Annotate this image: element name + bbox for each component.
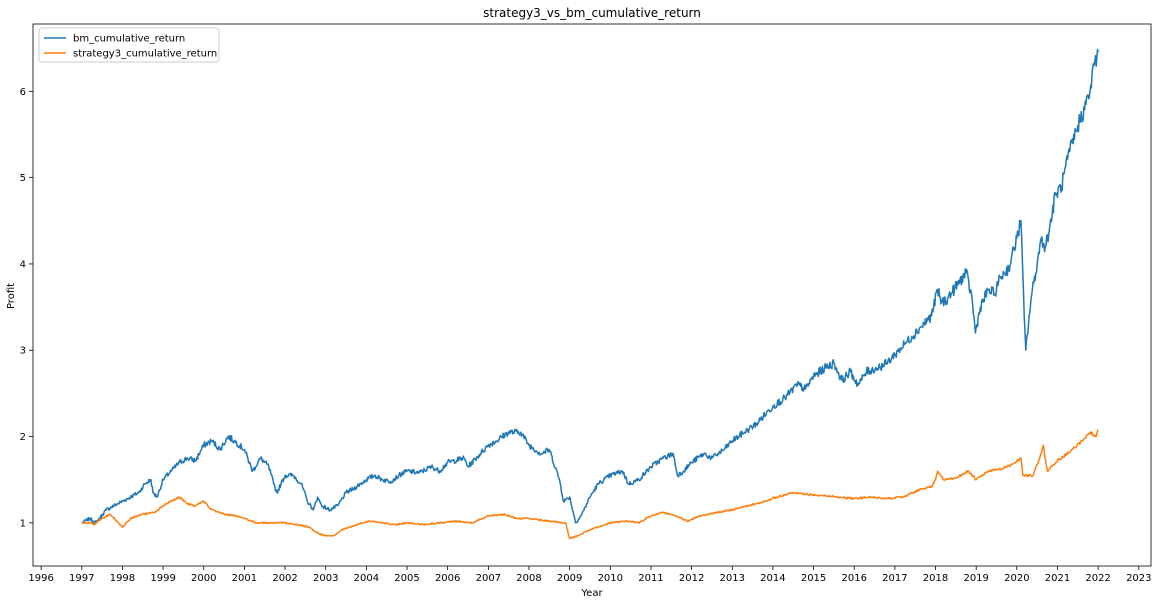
x-tick-label: 2014 (760, 573, 785, 584)
series-line-strategy3_cumulative_return (81, 429, 1099, 540)
y-tick-label: 1 (20, 518, 26, 529)
x-tick-label: 2016 (841, 573, 866, 584)
y-tick-label: 5 (20, 173, 26, 184)
x-tick-label: 2023 (1126, 573, 1151, 584)
legend-label: bm_cumulative_return (73, 34, 185, 45)
x-tick-label: 2020 (1004, 573, 1029, 584)
x-axis-label: Year (580, 588, 603, 599)
x-tick-label: 2019 (963, 573, 988, 584)
x-tick-label: 2012 (679, 573, 704, 584)
x-tick-label: 2002 (272, 573, 297, 584)
x-tick-label: 2015 (801, 573, 826, 584)
legend: bm_cumulative_return strategy3_cumulative… (38, 27, 220, 63)
y-tick-label: 4 (20, 259, 26, 270)
x-tick-label: 2001 (232, 573, 257, 584)
x-tick-label: 1997 (69, 573, 94, 584)
x-tick-label: 2005 (394, 573, 419, 584)
x-axis: 1996 1997 1998 1999 2000 2001 2002 2003 2004 2005… (28, 566, 1152, 584)
plot-frame (32, 23, 1152, 567)
x-tick-label: 1999 (150, 573, 175, 584)
y-tick-label: 2 (20, 432, 26, 443)
x-tick-label: 2007 (476, 573, 501, 584)
x-tick-label: 2006 (435, 573, 460, 584)
x-tick-label: 1996 (28, 573, 53, 584)
x-tick-label: 2013 (720, 573, 745, 584)
chart-title: strategy3_vs_bm_cumulative_return (483, 6, 701, 20)
x-tick-label: 2017 (882, 573, 907, 584)
y-tick-label: 6 (20, 87, 26, 98)
x-tick-label: 2010 (598, 573, 623, 584)
legend-label: strategy3_cumulative_return (73, 49, 217, 60)
series-layer (81, 48, 1099, 540)
y-axis: 1 2 3 4 5 6 (20, 87, 33, 529)
y-tick-label: 3 (20, 346, 26, 357)
x-tick-label: 2018 (923, 573, 948, 584)
plot-area (32, 23, 1152, 567)
x-tick-label: 2021 (1045, 573, 1070, 584)
x-tick-label: 1998 (110, 573, 135, 584)
y-axis-label: Profit (6, 283, 17, 309)
x-tick-label: 2008 (516, 573, 541, 584)
series-line-bm_cumulative_return (81, 48, 1099, 524)
x-tick-label: 2004 (354, 573, 379, 584)
x-tick-label: 2009 (557, 573, 582, 584)
x-tick-label: 2003 (313, 573, 338, 584)
x-tick-label: 2011 (638, 573, 663, 584)
legend-box (38, 27, 220, 63)
x-tick-label: 2022 (1085, 573, 1110, 584)
x-tick-label: 2000 (191, 573, 216, 584)
